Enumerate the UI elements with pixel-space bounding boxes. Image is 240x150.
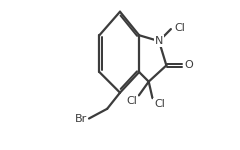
Text: Cl: Cl <box>174 23 185 33</box>
Text: N: N <box>155 36 163 46</box>
Text: Cl: Cl <box>154 99 165 109</box>
Text: O: O <box>185 60 193 70</box>
Text: Br: Br <box>75 114 87 124</box>
Text: Cl: Cl <box>127 96 138 106</box>
